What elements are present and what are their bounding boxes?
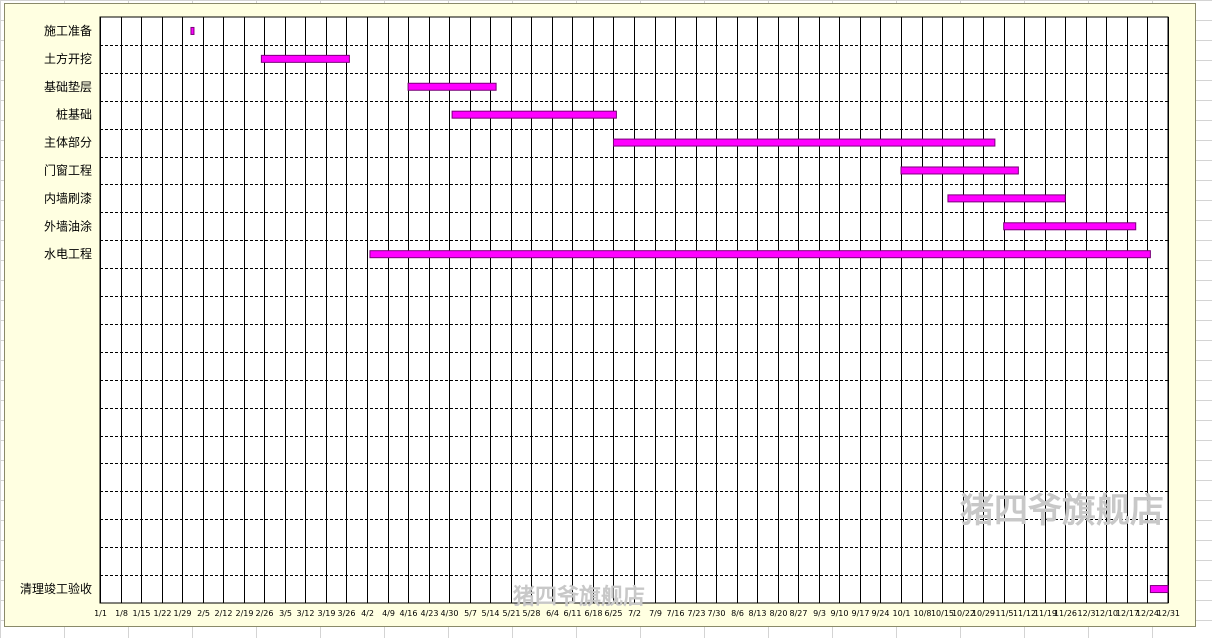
x-tick-label: 10/15 <box>931 609 954 618</box>
task-label: 水电工程 <box>44 246 92 261</box>
gantt-bar <box>947 194 1066 203</box>
x-tick-label: 12/24 <box>1136 609 1159 618</box>
gantt-bar <box>900 166 1019 175</box>
x-tick-label: 12/31 <box>1157 609 1180 618</box>
x-tick-label: 7/23 <box>688 609 706 618</box>
task-label: 桩基础 <box>56 107 92 122</box>
x-tick-label: 10/8 <box>914 609 932 618</box>
x-tick-label: 7/2 <box>628 609 641 618</box>
x-tick-label: 3/5 <box>279 609 292 618</box>
x-tick-label: 10/29 <box>972 609 995 618</box>
x-tick-label: 10/1 <box>893 609 911 618</box>
task-label: 主体部分 <box>44 135 92 150</box>
x-tick-label: 3/19 <box>318 609 336 618</box>
x-tick-label: 6/25 <box>605 609 623 618</box>
gantt-bar <box>1003 222 1137 231</box>
x-tick-label: 9/10 <box>831 609 849 618</box>
gantt-bar <box>1149 585 1169 594</box>
task-label: 基础垫层 <box>44 79 92 94</box>
gantt-bar <box>190 26 195 35</box>
x-tick-label: 1/1 <box>94 609 107 618</box>
x-tick-label: 5/21 <box>503 609 521 618</box>
x-tick-label: 12/10 <box>1095 609 1118 618</box>
x-tick-label: 4/30 <box>441 609 459 618</box>
x-tick-label: 9/3 <box>813 609 826 618</box>
x-tick-label: 1/22 <box>154 609 172 618</box>
x-tick-label: 6/18 <box>585 609 603 618</box>
x-tick-label: 7/9 <box>649 609 662 618</box>
gantt-bar <box>451 110 617 119</box>
x-tick-label: 12/3 <box>1078 609 1096 618</box>
x-tick-label: 8/20 <box>770 609 788 618</box>
x-tick-label: 1/29 <box>174 609 192 618</box>
task-label: 施工准备 <box>44 24 92 38</box>
x-tick-label: 3/12 <box>297 609 315 618</box>
x-tick-label: 1/8 <box>115 609 128 618</box>
task-label: 外墙油涂 <box>44 218 92 233</box>
x-tick-label: 12/17 <box>1116 609 1139 618</box>
x-tick-label: 2/26 <box>256 609 274 618</box>
x-tick-label: 5/7 <box>464 609 477 618</box>
x-tick-label: 5/14 <box>482 609 500 618</box>
x-tick-label: 1/15 <box>133 609 151 618</box>
x-tick-label: 5/28 <box>523 609 541 618</box>
task-label: 土方开挖 <box>44 51 92 66</box>
x-tick-label: 2/5 <box>197 609 210 618</box>
x-tick-label: 4/2 <box>361 609 374 618</box>
x-tick-label: 6/11 <box>564 609 582 618</box>
x-tick-label: 7/16 <box>667 609 685 618</box>
task-label: 内墙刷漆 <box>44 191 92 205</box>
gantt-bar <box>407 82 497 91</box>
watermark-bottom: 猪四爷旗舰店 <box>513 584 645 610</box>
x-tick-label: 7/30 <box>708 609 726 618</box>
x-tick-label: 8/6 <box>731 609 744 618</box>
x-tick-label: 11/26 <box>1054 609 1077 618</box>
x-tick-label: 4/9 <box>382 609 395 618</box>
x-tick-label: 11/12 <box>1013 609 1036 618</box>
gantt-bar <box>260 54 350 63</box>
x-tick-label: 9/17 <box>852 609 870 618</box>
x-tick-label: 10/22 <box>952 609 975 618</box>
x-tick-label: 11/5 <box>996 609 1014 618</box>
x-tick-label: 6/4 <box>546 609 559 618</box>
task-label: 门窗工程 <box>44 162 92 177</box>
x-tick-label: 9/24 <box>872 609 890 618</box>
gantt-bar <box>612 138 996 147</box>
x-tick-label: 8/27 <box>790 609 808 618</box>
watermark-right: 猪四爷旗舰店 <box>960 491 1164 531</box>
x-tick-label: 3/26 <box>338 609 356 618</box>
x-tick-label: 2/12 <box>215 609 233 618</box>
gantt-bar <box>369 250 1151 259</box>
x-tick-label: 11/19 <box>1034 609 1057 618</box>
x-tick-label: 8/13 <box>749 609 767 618</box>
x-tick-label: 2/19 <box>236 609 254 618</box>
x-tick-label: 4/23 <box>421 609 439 618</box>
x-tick-label: 4/16 <box>400 609 418 618</box>
task-label: 清理竣工验收 <box>20 581 92 596</box>
